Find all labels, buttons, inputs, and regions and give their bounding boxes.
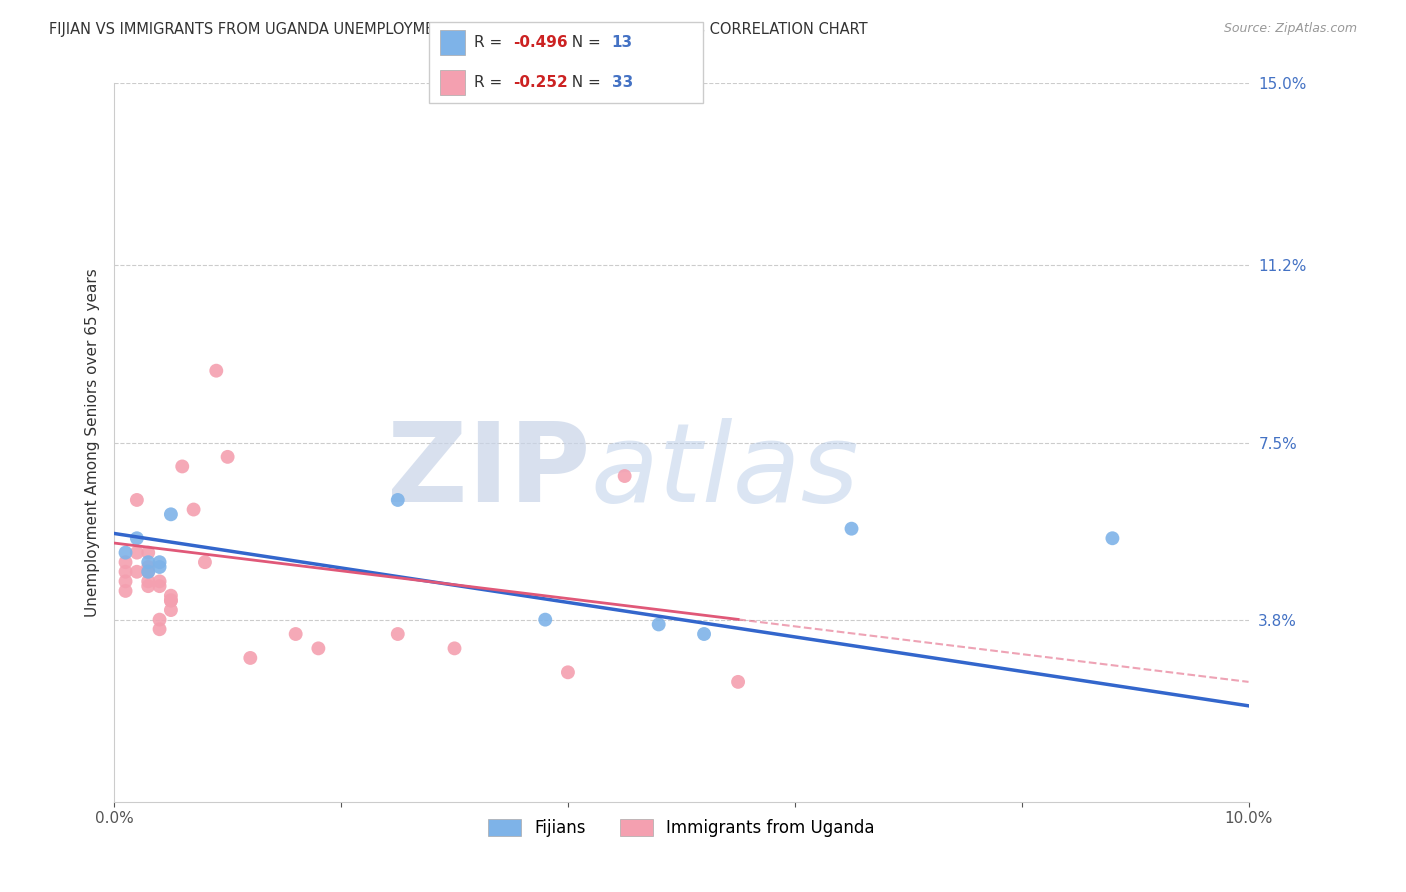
Point [647, 617, 669, 632]
Y-axis label: Unemployment Among Seniors over 65 years: Unemployment Among Seniors over 65 years [86, 268, 100, 617]
Point [125, 531, 148, 545]
Point [239, 651, 262, 665]
Point [443, 641, 465, 656]
Point [307, 641, 329, 656]
Point [387, 627, 409, 641]
Point [114, 555, 136, 569]
Point [205, 364, 228, 378]
Point [693, 627, 716, 641]
Point [114, 546, 136, 560]
Point [148, 555, 170, 569]
Point [160, 589, 183, 603]
Point [148, 613, 170, 627]
Text: -0.496: -0.496 [513, 35, 568, 50]
Point [217, 450, 239, 464]
Point [727, 674, 749, 689]
Point [136, 574, 159, 589]
Point [148, 622, 170, 636]
Text: N =: N = [562, 35, 606, 50]
Point [148, 560, 170, 574]
Point [125, 565, 148, 579]
Point [160, 593, 183, 607]
Text: FIJIAN VS IMMIGRANTS FROM UGANDA UNEMPLOYMENT AMONG SENIORS OVER 65 YEARS CORREL: FIJIAN VS IMMIGRANTS FROM UGANDA UNEMPLO… [49, 22, 868, 37]
Text: atlas: atlas [591, 417, 859, 524]
Point [387, 492, 409, 507]
Point [1101, 531, 1123, 545]
Text: -0.252: -0.252 [513, 75, 568, 90]
Point [125, 492, 148, 507]
Text: N =: N = [562, 75, 606, 90]
Point [841, 522, 863, 536]
Point [183, 502, 205, 516]
Point [136, 546, 159, 560]
Point [136, 579, 159, 593]
Point [114, 574, 136, 589]
Point [136, 565, 159, 579]
Point [534, 613, 557, 627]
Text: R =: R = [474, 35, 508, 50]
Point [125, 546, 148, 560]
Point [148, 579, 170, 593]
Point [160, 603, 183, 617]
Text: 13: 13 [612, 35, 633, 50]
Point [160, 593, 183, 607]
Point [172, 459, 194, 474]
Text: Source: ZipAtlas.com: Source: ZipAtlas.com [1223, 22, 1357, 36]
Point [114, 583, 136, 598]
Point [160, 508, 183, 522]
Point [613, 469, 636, 483]
Point [194, 555, 217, 569]
Point [114, 565, 136, 579]
Legend: Fijians, Immigrants from Uganda: Fijians, Immigrants from Uganda [481, 812, 882, 844]
Point [148, 574, 170, 589]
Point [136, 555, 159, 569]
Text: 33: 33 [612, 75, 633, 90]
Text: ZIP: ZIP [387, 417, 591, 524]
Point [557, 665, 579, 680]
Text: R =: R = [474, 75, 508, 90]
Point [284, 627, 307, 641]
Point [136, 560, 159, 574]
Point [136, 565, 159, 579]
